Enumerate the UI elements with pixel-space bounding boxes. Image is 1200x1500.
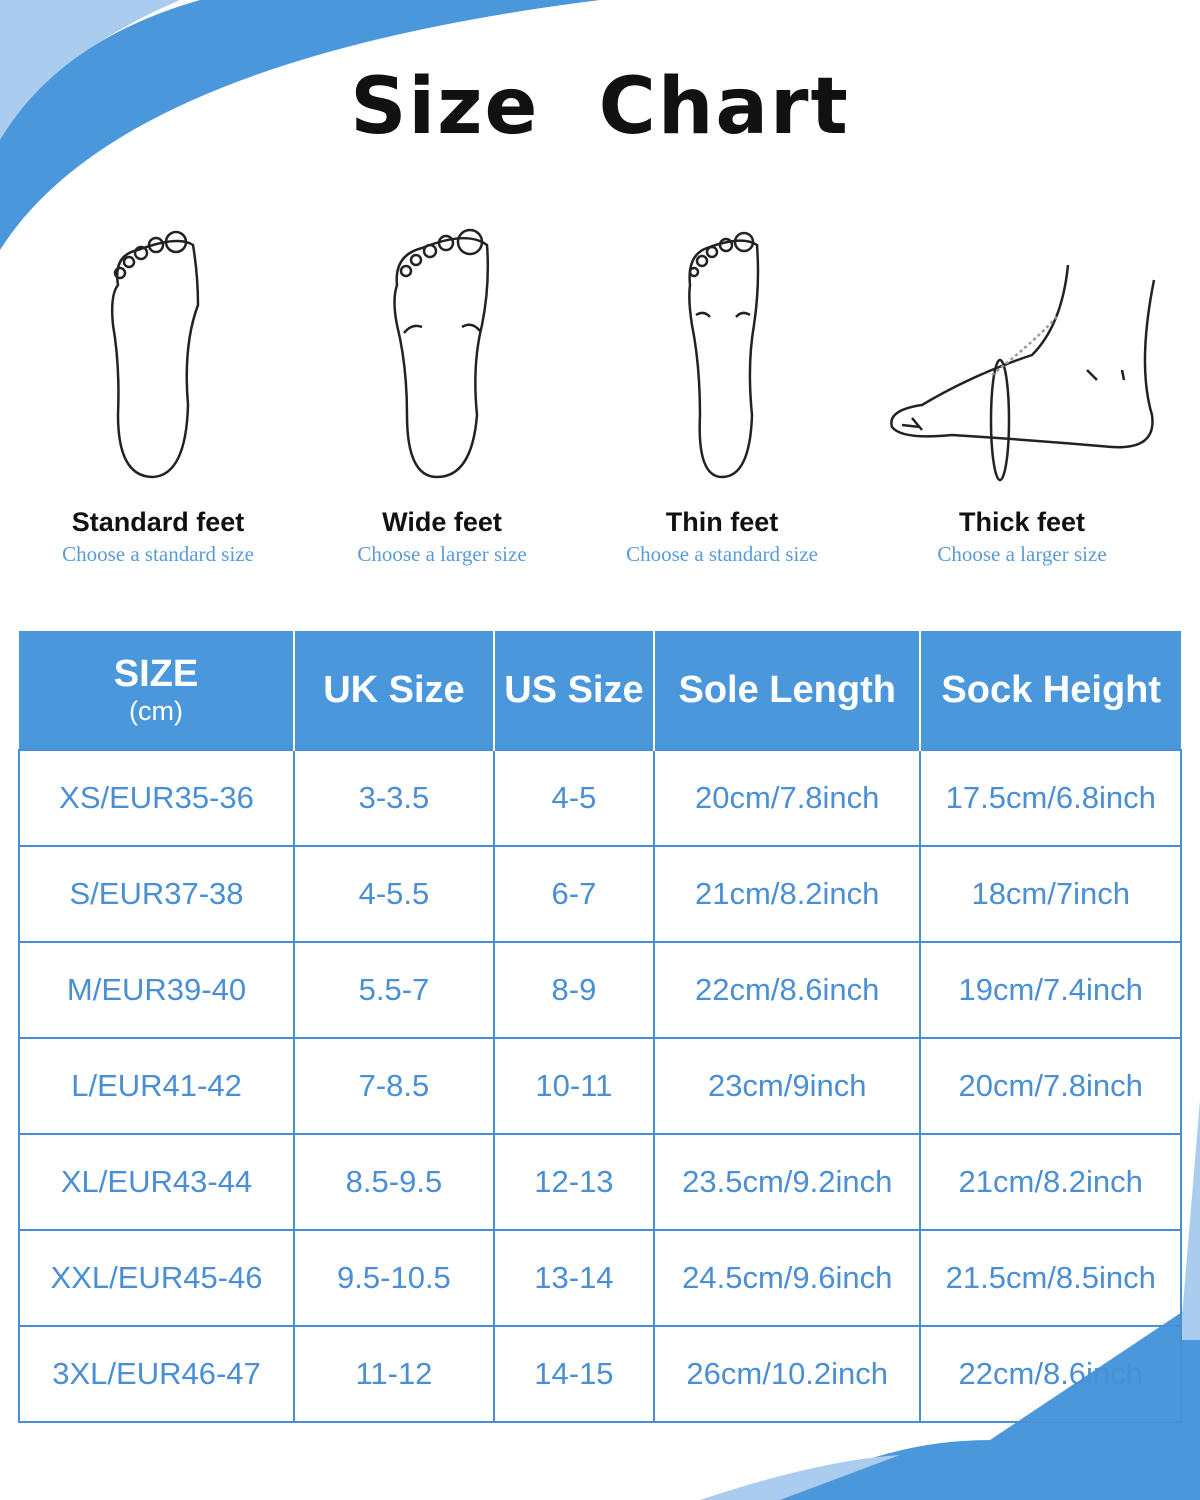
us-size-cell: 4-5 <box>492 749 656 847</box>
header-sub-label: (cm) <box>129 696 184 726</box>
header-label: SIZE <box>113 653 199 695</box>
sock-height-cell: 18cm/7inch <box>919 845 1182 943</box>
foot-type-hint: Choose a larger size <box>357 542 527 566</box>
uk-size-cell: 11-12 <box>293 1325 495 1423</box>
header-sole-length: Sole Length <box>652 631 921 750</box>
foot-type-name: Thick feet <box>958 507 1086 537</box>
sole-length-cell: 24.5cm/9.6inch <box>652 1229 922 1327</box>
wide-foot-icon <box>393 228 490 479</box>
table-row: XL/EUR43-44 8.5-9.5 12-13 23.5cm/9.2inch 21c… <box>17 1133 1182 1231</box>
uk-size-cell: 4-5.5 <box>293 845 495 943</box>
sock-height-cell: 22cm/8.6inch <box>919 1325 1182 1423</box>
header-size: SIZE (cm) <box>19 631 295 750</box>
size-cell: 3XL/EUR46-47 <box>17 1325 296 1423</box>
uk-size-cell: 3-3.5 <box>293 749 495 847</box>
header-us-size: US Size <box>492 631 654 750</box>
table-row: L/EUR41-42 7-8.5 10-11 23cm/9inch 20cm/7.8in… <box>17 1037 1182 1135</box>
foot-type-standard: Standard feet Choose a standard size <box>8 215 308 567</box>
standard-foot-icon <box>110 230 200 479</box>
size-cell: S/EUR37-38 <box>17 845 296 943</box>
foot-type-name: Standard feet <box>71 507 245 537</box>
sole-length-cell: 20cm/7.8inch <box>652 749 922 847</box>
size-cell: XXL/EUR45-46 <box>17 1229 296 1327</box>
table-row: M/EUR39-40 5.5-7 8-9 22cm/8.6inch 19cm/7.4in… <box>17 941 1182 1039</box>
foot-type-hint: Choose a larger size <box>937 542 1107 566</box>
size-cell: XS/EUR35-36 <box>17 749 296 847</box>
thick-foot-icon <box>890 264 1156 482</box>
sock-height-cell: 21.5cm/8.5inch <box>919 1229 1182 1327</box>
us-size-cell: 10-11 <box>492 1037 656 1135</box>
size-cell: L/EUR41-42 <box>17 1037 296 1135</box>
header-sock-height: Sock Height <box>919 631 1181 750</box>
thin-foot-icon <box>688 231 760 479</box>
sole-length-cell: 23cm/9inch <box>652 1037 922 1135</box>
foot-type-wide: Wide feet Choose a larger size <box>292 215 592 567</box>
foot-type-name: Wide feet <box>382 507 502 537</box>
size-cell: XL/EUR43-44 <box>17 1133 296 1231</box>
sock-height-cell: 17.5cm/6.8inch <box>919 749 1182 847</box>
sole-length-cell: 23.5cm/9.2inch <box>652 1133 922 1231</box>
foot-type-hint: Choose a standard size <box>62 542 254 566</box>
uk-size-cell: 7-8.5 <box>293 1037 495 1135</box>
us-size-cell: 8-9 <box>492 941 656 1039</box>
foot-type-name: Thin feet <box>665 507 779 537</box>
uk-size-cell: 8.5-9.5 <box>293 1133 495 1231</box>
uk-size-cell: 5.5-7 <box>293 941 495 1039</box>
table-row: XXL/EUR45-46 9.5-10.5 13-14 24.5cm/9.6inch 2… <box>17 1229 1182 1327</box>
size-cell: M/EUR39-40 <box>17 941 296 1039</box>
us-size-cell: 6-7 <box>492 845 656 943</box>
header-uk-size: UK Size <box>293 631 494 750</box>
size-table: SIZE (cm) UK Size US Size Sole Length Soc… <box>17 631 1182 1423</box>
us-size-cell: 14-15 <box>492 1325 656 1423</box>
uk-size-cell: 9.5-10.5 <box>293 1229 495 1327</box>
us-size-cell: 13-14 <box>492 1229 656 1327</box>
sole-length-cell: 22cm/8.6inch <box>652 941 922 1039</box>
table-row: XS/EUR35-36 3-3.5 4-5 20cm/7.8inch 17.5cm/6.… <box>17 749 1182 847</box>
table-header-row: SIZE (cm) UK Size US Size Sole Length Soc… <box>19 631 1181 750</box>
sole-length-cell: 26cm/10.2inch <box>652 1325 922 1423</box>
sock-height-cell: 19cm/7.4inch <box>919 941 1182 1039</box>
sock-height-cell: 20cm/7.8inch <box>919 1037 1182 1135</box>
sole-length-cell: 21cm/8.2inch <box>652 845 922 943</box>
foot-type-hint: Choose a standard size <box>626 542 818 566</box>
page-title: Size Chart <box>350 62 850 152</box>
us-size-cell: 12-13 <box>492 1133 656 1231</box>
foot-type-thick: Thick feet Choose a larger size <box>872 215 1172 567</box>
foot-type-thin: Thin feet Choose a standard size <box>572 215 872 567</box>
table-row: 3XL/EUR46-47 11-12 14-15 26cm/10.2inch 22cm/… <box>17 1325 1182 1423</box>
sock-height-cell: 21cm/8.2inch <box>919 1133 1182 1231</box>
table-row: S/EUR37-38 4-5.5 6-7 21cm/8.2inch 18cm/7inch <box>17 845 1182 943</box>
